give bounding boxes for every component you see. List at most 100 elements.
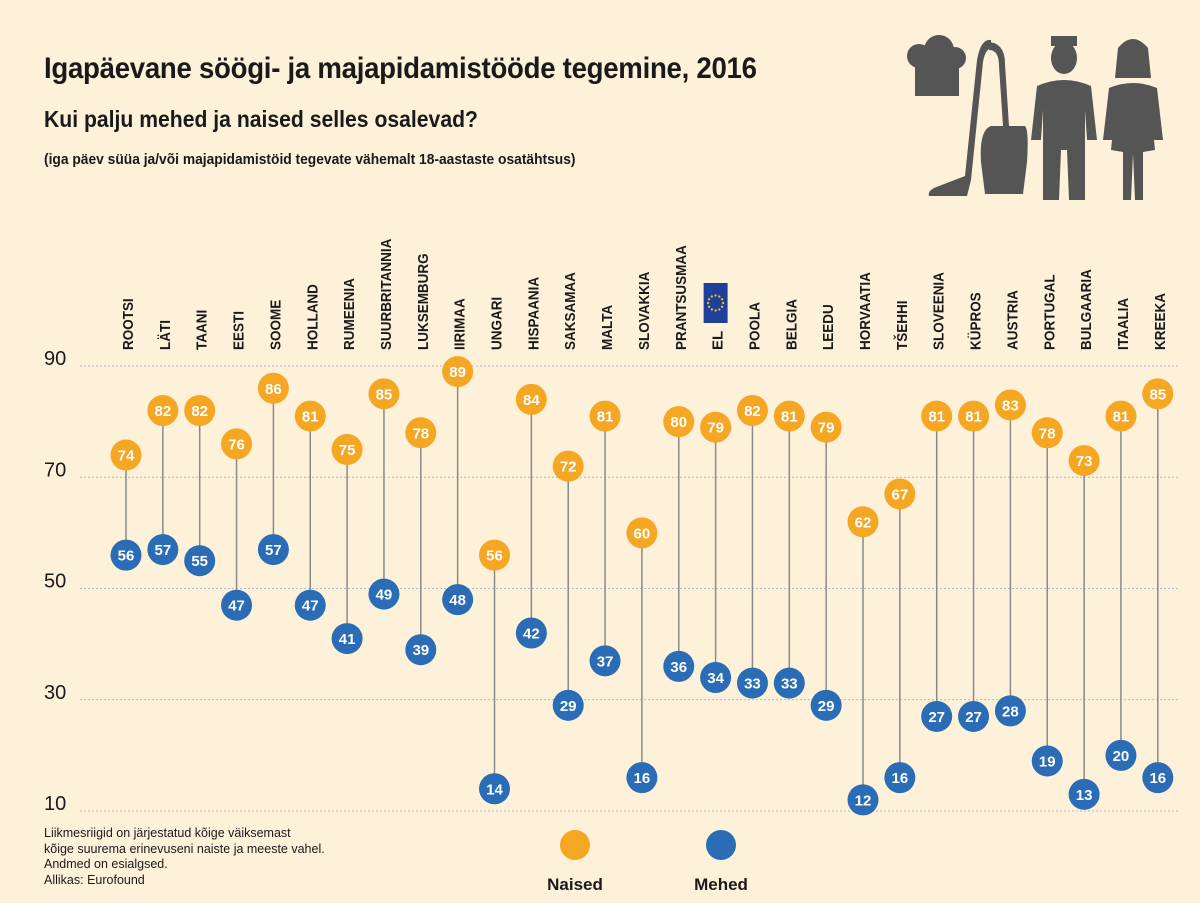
women-value-label: 82 bbox=[155, 403, 172, 420]
category-label: TAANI bbox=[194, 310, 211, 350]
women-point bbox=[1142, 378, 1174, 410]
men-point bbox=[1105, 739, 1137, 771]
eu-star bbox=[720, 298, 724, 301]
men-point bbox=[331, 623, 363, 655]
legend-label: Naised bbox=[547, 875, 603, 894]
women-value-label: 79 bbox=[707, 420, 724, 437]
eu-star bbox=[718, 308, 721, 311]
category-label: HORVAATIA bbox=[857, 272, 874, 350]
women-value-label: 73 bbox=[1076, 453, 1093, 470]
women-point bbox=[773, 400, 805, 432]
men-value-label: 27 bbox=[965, 709, 982, 726]
woman-icon bbox=[1103, 39, 1163, 200]
men-point bbox=[884, 762, 916, 794]
category-label: EESTI bbox=[231, 311, 248, 350]
men-value-label: 27 bbox=[928, 709, 945, 726]
category-label: ROOTSI bbox=[120, 298, 137, 350]
women-value-label: 81 bbox=[781, 409, 798, 426]
men-point bbox=[1031, 745, 1063, 777]
eu-star bbox=[707, 301, 710, 305]
category-label: HISPAANIA bbox=[526, 277, 543, 350]
women-point bbox=[921, 400, 953, 432]
footnote-line: Liikmesriigid on järjestatud kõige väiks… bbox=[44, 826, 291, 840]
men-value-label: 20 bbox=[1113, 748, 1130, 765]
category-label: KREEKA bbox=[1152, 293, 1169, 350]
legend-label: Mehed bbox=[694, 875, 748, 894]
men-value-label: 16 bbox=[634, 770, 651, 787]
category-label: MALTA bbox=[599, 305, 616, 350]
men-point bbox=[479, 773, 510, 805]
eu-star bbox=[708, 305, 711, 308]
eu-star bbox=[720, 305, 724, 308]
women-point bbox=[994, 389, 1026, 421]
men-value-label: 57 bbox=[155, 542, 172, 559]
y-tick-label: 10 bbox=[44, 793, 66, 815]
men-point bbox=[405, 634, 437, 666]
men-value-label: 37 bbox=[597, 653, 614, 670]
women-value-label: 62 bbox=[855, 514, 872, 531]
women-value-label: 72 bbox=[560, 459, 577, 476]
women-value-label: 81 bbox=[597, 409, 614, 426]
women-point bbox=[589, 400, 621, 432]
women-point bbox=[515, 383, 547, 415]
category-label: KÜPROS bbox=[967, 292, 985, 350]
men-value-label: 48 bbox=[449, 592, 466, 609]
men-point bbox=[847, 784, 879, 816]
men-point bbox=[515, 617, 547, 649]
legend-marker bbox=[560, 830, 590, 860]
men-point bbox=[810, 689, 842, 721]
women-value-label: 83 bbox=[1002, 397, 1019, 414]
women-value-label: 56 bbox=[486, 548, 503, 565]
men-point bbox=[257, 534, 289, 566]
category-label: IIRIMAA bbox=[452, 298, 469, 350]
men-point bbox=[958, 700, 990, 732]
category-label: EL bbox=[710, 331, 727, 350]
eu-star bbox=[722, 301, 725, 305]
y-tick-label: 70 bbox=[44, 459, 66, 481]
men-point bbox=[442, 584, 474, 616]
category-label: POOLA bbox=[747, 302, 764, 350]
men-point bbox=[1142, 762, 1174, 794]
category-label: PORTUGAL bbox=[1042, 274, 1059, 350]
women-value-label: 85 bbox=[1149, 386, 1166, 403]
women-point bbox=[1105, 400, 1137, 432]
eu-star bbox=[714, 294, 717, 297]
women-point bbox=[700, 411, 732, 443]
vacuum-cleaner-icon bbox=[928, 39, 1028, 197]
women-point bbox=[958, 400, 990, 432]
men-point bbox=[773, 667, 805, 699]
footnote-line: Allikas: Eurofound bbox=[44, 872, 145, 887]
category-label: ITAALIA bbox=[1115, 298, 1132, 350]
women-value-label: 89 bbox=[449, 364, 466, 381]
women-value-label: 67 bbox=[892, 486, 909, 503]
men-point bbox=[994, 695, 1026, 727]
men-value-label: 55 bbox=[191, 553, 208, 570]
y-tick-label: 50 bbox=[44, 571, 66, 593]
category-label: AUSTRIA bbox=[1005, 290, 1022, 350]
men-value-label: 47 bbox=[302, 598, 319, 615]
women-point bbox=[405, 417, 437, 449]
category-label: LUKSEMBURG bbox=[415, 253, 432, 350]
women-point bbox=[847, 506, 879, 538]
legend-marker bbox=[706, 830, 736, 860]
y-tick-label: 90 bbox=[44, 348, 66, 370]
category-label: LEEDU bbox=[821, 304, 838, 350]
chart-title: Igapäevane söögi- ja majapidamistööde te… bbox=[44, 52, 757, 85]
women-value-label: 79 bbox=[818, 420, 835, 437]
women-value-label: 78 bbox=[412, 425, 429, 442]
men-value-label: 14 bbox=[486, 781, 503, 798]
chart-subtitle: Kui palju mehed ja naised selles osaleva… bbox=[44, 106, 478, 132]
men-value-label: 12 bbox=[855, 792, 872, 809]
category-label: SAKSAMAA bbox=[563, 272, 580, 350]
men-point bbox=[626, 762, 658, 794]
men-value-label: 36 bbox=[670, 659, 687, 676]
footnote-line: kõige suurema erinevuseni naiste ja mees… bbox=[44, 841, 325, 856]
women-value-label: 84 bbox=[523, 392, 540, 409]
women-value-label: 78 bbox=[1039, 425, 1056, 442]
men-point bbox=[1068, 778, 1100, 810]
men-value-label: 42 bbox=[523, 626, 540, 643]
women-point bbox=[810, 411, 842, 443]
men-value-label: 41 bbox=[339, 631, 356, 648]
women-point bbox=[479, 539, 510, 571]
men-point bbox=[921, 700, 953, 732]
